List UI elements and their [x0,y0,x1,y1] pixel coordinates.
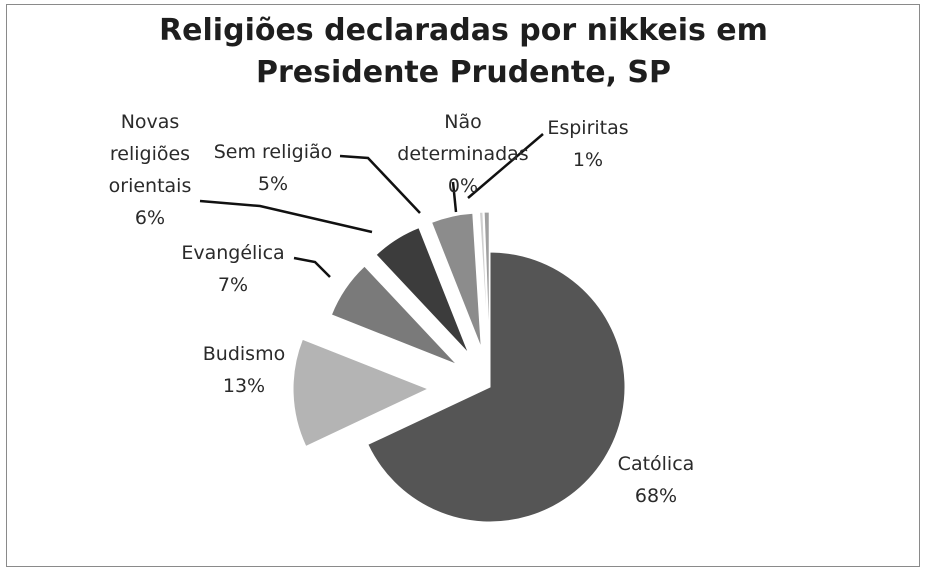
slice-label: Novas religiões orientais 6% [109,111,192,229]
slice-label: Não determinadas 0% [397,111,528,197]
pie-slice-sem-religião [430,212,482,349]
leader-line [293,256,331,278]
pie-slice-novas-religiões-orientais [375,227,470,354]
pie-slice-não-determinadas [478,211,489,348]
pie-slice-evangélica [330,265,458,365]
pie-slice-espiritas [483,211,490,348]
chart-title: Religiões declaradas por nikkeis em Pres… [0,10,927,94]
chart-title-line-1: Religiões declaradas por nikkeis em [159,13,768,48]
leader-line [199,199,373,234]
chart-title-line-2: Presidente Prudente, SP [255,55,672,90]
slice-label: Espiritas 1% [547,117,628,171]
leader-line [451,181,458,213]
slice-label: Católica 68% [618,453,695,507]
leader-line [467,133,544,199]
slice-label: Budismo 13% [203,343,285,397]
pie-slice-budismo [292,338,430,448]
pie-slice-católica [367,251,626,523]
slice-label: Evangélica 7% [181,242,284,296]
slice-label: Sem religião 5% [214,141,333,195]
leader-line [339,154,421,214]
